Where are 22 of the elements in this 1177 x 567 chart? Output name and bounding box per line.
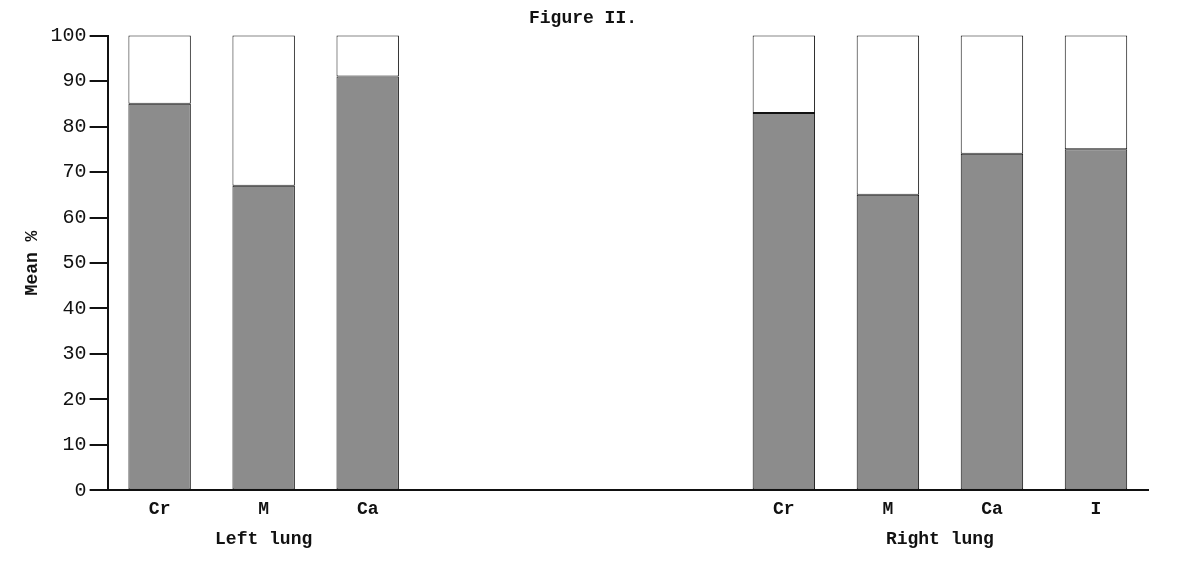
y-tick-label: 0 — [74, 478, 87, 502]
x-tick-label: Ca — [356, 498, 379, 519]
y-tick-label: 20 — [62, 387, 87, 411]
y-axis-title: Mean % — [22, 230, 43, 296]
y-tick-label: 30 — [62, 342, 87, 366]
x-tick-label: M — [258, 498, 270, 519]
y-tick-label: 50 — [62, 251, 87, 275]
x-tick-label: Cr — [773, 498, 795, 519]
y-tick-label: 60 — [62, 205, 87, 229]
x-tick-label: Ca — [981, 498, 1003, 519]
y-tick-label: 90 — [62, 69, 87, 93]
x-tick-label: Cr — [148, 498, 171, 519]
y-tick-label: 40 — [62, 296, 87, 320]
y-tick-label: 10 — [62, 433, 87, 457]
chart-title: Figure II. — [528, 8, 638, 29]
x-tick-label: I — [1090, 498, 1102, 519]
y-tick-label: 80 — [62, 114, 87, 138]
text: Right lung — [885, 528, 994, 549]
y-tick-label: 70 — [62, 160, 87, 184]
text: Left lung — [215, 528, 313, 549]
y-tick-label: 100 — [50, 23, 87, 47]
x-tick-label: M — [882, 498, 894, 519]
